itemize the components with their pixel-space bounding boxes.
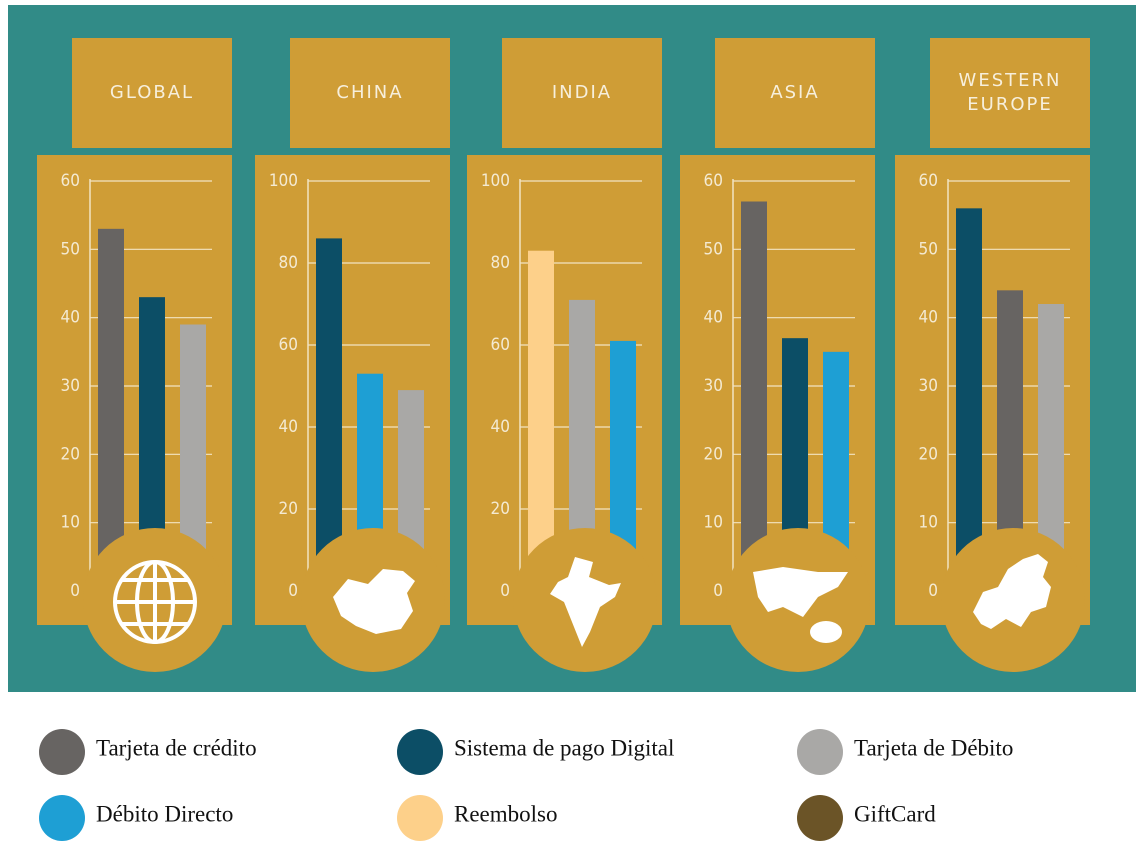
y-tick-label: 60 [61, 171, 80, 191]
chart-panel: 0 10 20 30 40 50 60 [37, 155, 232, 672]
bar [956, 208, 982, 592]
legend-label: Reembolso [454, 801, 558, 826]
legend-label: Débito Directo [96, 801, 233, 826]
europe-map-icon [973, 554, 1051, 629]
y-tick-label: 60 [704, 171, 723, 191]
china-map-icon [333, 569, 415, 634]
y-tick-label: 20 [279, 499, 298, 519]
y-tick-label: 10 [61, 513, 80, 533]
y-tick-label: 60 [919, 171, 938, 191]
chart-panel: 0 20 40 60 80 100 [467, 155, 662, 672]
y-tick-label: 40 [491, 417, 510, 437]
legend-swatch [397, 795, 443, 841]
legend-label: GiftCard [854, 801, 936, 826]
asia-map-icon [810, 621, 842, 643]
legend-swatch [797, 795, 843, 841]
y-tick-label: 60 [279, 335, 298, 355]
y-tick-label: 50 [704, 239, 723, 259]
panel-title: GLOBAL [72, 38, 232, 148]
y-tick-label: 30 [919, 376, 938, 396]
y-tick-label: 100 [481, 171, 510, 191]
y-tick-label: 40 [61, 308, 80, 328]
y-tick-label: 40 [919, 308, 938, 328]
y-tick-label: 0 [928, 581, 938, 601]
y-tick-label: 40 [704, 308, 723, 328]
y-tick-label: 20 [919, 444, 938, 464]
chart-panel: 0 10 20 30 40 50 60 [895, 155, 1090, 672]
chart-panel: 0 20 40 60 80 100 [255, 155, 450, 672]
y-tick-label: 10 [919, 513, 938, 533]
panel-title: CHINA [290, 38, 450, 148]
legend-swatch [797, 729, 843, 775]
y-tick-label: 20 [704, 444, 723, 464]
y-tick-label: 80 [491, 253, 510, 273]
panel-title: ASIA [715, 38, 875, 148]
bar [98, 228, 124, 592]
bar [528, 250, 554, 591]
y-tick-label: 30 [61, 376, 80, 396]
legend-swatch [397, 729, 443, 775]
y-tick-label: 0 [713, 581, 723, 601]
y-tick-label: 0 [288, 581, 298, 601]
y-tick-label: 60 [491, 335, 510, 355]
y-tick-label: 40 [279, 417, 298, 437]
panel-title: WESTERN EUROPE [930, 38, 1090, 148]
y-tick-label: 30 [704, 376, 723, 396]
y-tick-label: 80 [279, 253, 298, 273]
legend-swatch [39, 729, 85, 775]
legend-swatch [39, 795, 85, 841]
y-tick-label: 50 [61, 239, 80, 259]
legend-label: Tarjeta de crédito [96, 735, 257, 760]
bar [316, 238, 342, 591]
legend-label: Sistema de pago Digital [454, 735, 674, 760]
panel-title: INDIA [502, 38, 662, 148]
y-tick-label: 0 [500, 581, 510, 601]
y-tick-label: 20 [491, 499, 510, 519]
y-tick-label: 10 [704, 513, 723, 533]
india-map-icon [550, 557, 621, 647]
asia-map-icon [753, 567, 848, 617]
y-tick-label: 50 [919, 239, 938, 259]
legend-label: Tarjeta de Débito [854, 735, 1013, 760]
y-tick-label: 100 [269, 171, 298, 191]
bar [741, 201, 767, 591]
chart-panel: 0 10 20 30 40 50 60 [680, 155, 875, 672]
y-tick-label: 20 [61, 444, 80, 464]
y-tick-label: 0 [70, 581, 80, 601]
